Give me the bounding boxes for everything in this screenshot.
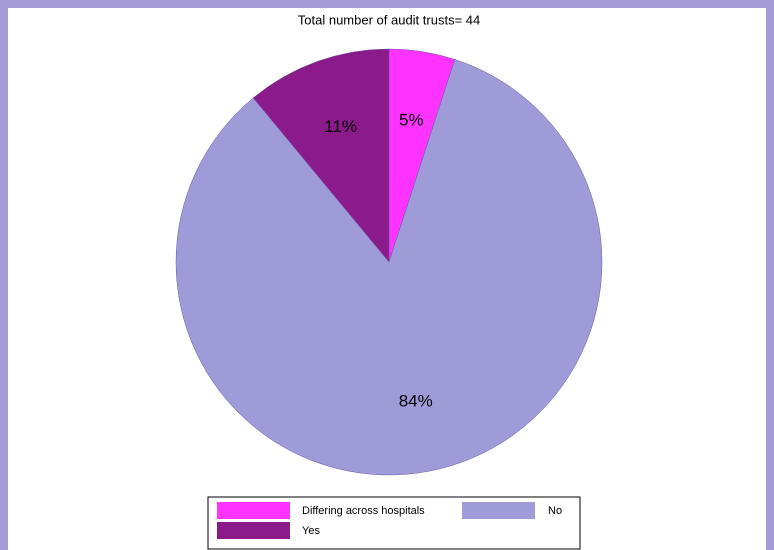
pie-slice bbox=[175, 59, 603, 476]
legend-swatch bbox=[217, 502, 290, 519]
pie-slice bbox=[252, 48, 390, 263]
legend-label: Differing across hospitals bbox=[302, 505, 425, 517]
slice-label: 84% bbox=[399, 392, 433, 411]
legend-swatch bbox=[462, 502, 535, 519]
legend-swatch bbox=[217, 522, 290, 539]
legend-label: Yes bbox=[302, 525, 320, 537]
slice-label: 11% bbox=[324, 117, 357, 136]
slice-label: 5% bbox=[399, 111, 424, 130]
legend-label: No bbox=[548, 505, 562, 517]
chart-title: Total number of audit trusts= 44 bbox=[298, 12, 480, 27]
